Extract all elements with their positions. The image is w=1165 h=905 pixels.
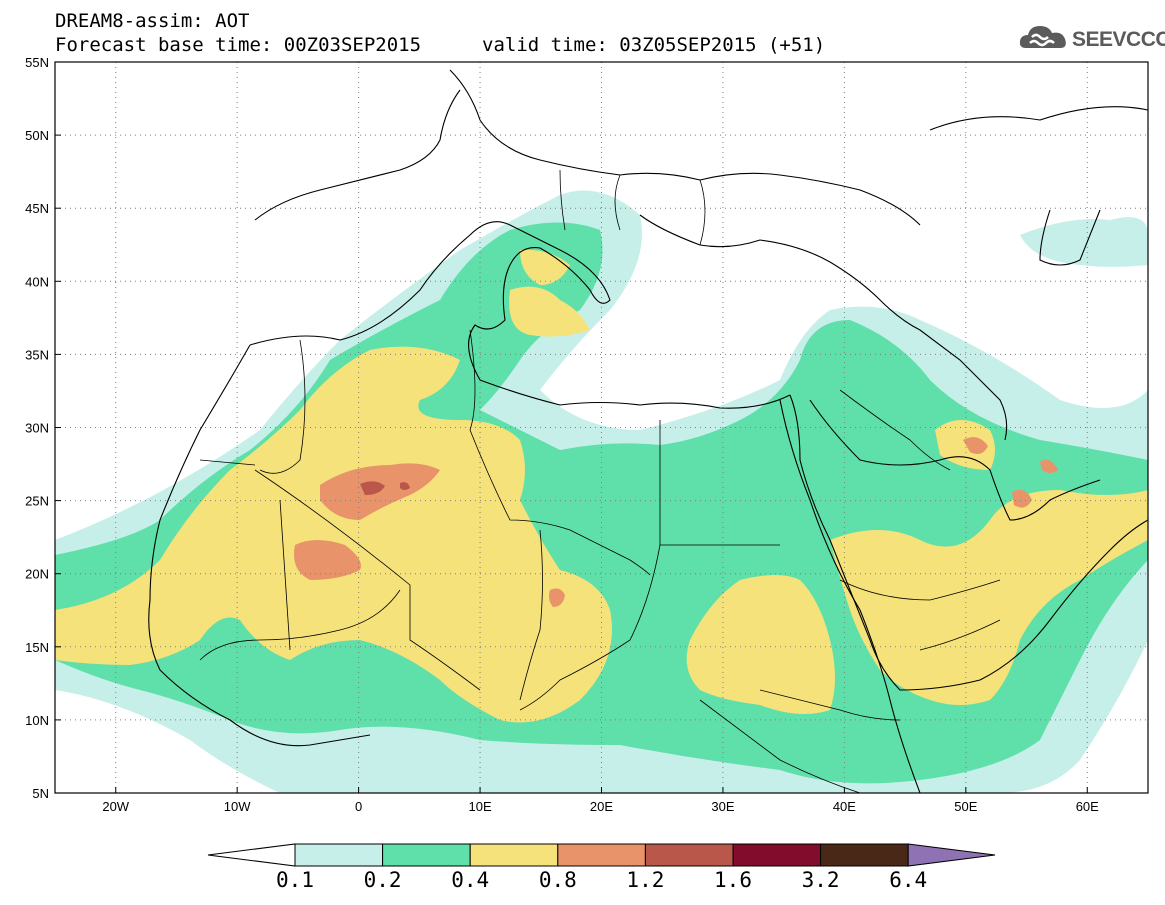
colorbar-swatch	[557, 843, 646, 867]
lat-tick-label: 45N	[25, 201, 49, 216]
seevccc-logo: SEEVCCC	[1018, 22, 1165, 58]
colorbar-threshold-label: 0.8	[538, 868, 577, 892]
aot-band-1.2	[360, 481, 410, 495]
valid-time: valid time: 03Z05SEP2015 (+51)	[482, 34, 826, 56]
lat-tick-label: 20N	[25, 567, 49, 582]
map-title: DREAM8-assim: AOT	[55, 10, 250, 32]
cloud-logo-icon	[1019, 26, 1066, 48]
aot-band-0.4	[55, 249, 1148, 723]
colorbar	[207, 843, 996, 867]
colorbar-swatch	[732, 843, 822, 867]
colorbar-swatch	[644, 843, 734, 867]
forecast-base-time: Forecast base time: 00Z03SEP2015	[55, 34, 422, 56]
lat-tick-label: 15N	[25, 640, 49, 655]
longitude-axis: 20W 10W 0 10E 20E 30E 40E 50E 60E	[102, 787, 1099, 814]
lon-tick-label: 60E	[1076, 799, 1099, 814]
lat-tick-label: 50N	[25, 128, 49, 143]
latitude-axis: 55N 50N 45N 40N 35N 30N 25N 20N 15N 10N 5N	[25, 55, 61, 801]
colorbar-min-arrow	[207, 843, 296, 867]
lat-tick-label: 30N	[25, 421, 49, 436]
lon-tick-label: 30E	[711, 799, 734, 814]
lon-tick-label: 0	[355, 799, 362, 814]
lat-tick-label: 10N	[25, 713, 49, 728]
colorbar-threshold-label: 3.2	[801, 868, 840, 892]
lon-tick-label: 20W	[102, 799, 129, 814]
lat-tick-label: 25N	[25, 494, 49, 509]
colorbar-threshold-label: 0.1	[276, 868, 314, 892]
lon-tick-label: 40E	[833, 799, 856, 814]
lon-tick-label: 10E	[468, 799, 491, 814]
colorbar-swatch	[469, 843, 559, 867]
lat-tick-label: 55N	[25, 55, 49, 70]
logo-text: SEEVCCC	[1072, 28, 1165, 51]
lat-tick-label: 5N	[32, 786, 49, 801]
lat-tick-label: 40N	[25, 274, 49, 289]
colorbar-threshold-label: 0.2	[363, 868, 402, 892]
lon-tick-label: 20E	[590, 799, 613, 814]
political-borders	[199, 169, 1001, 793]
colorbar-threshold-label: 6.4	[889, 868, 928, 892]
colorbar-max-arrow	[907, 843, 996, 867]
colorbar-swatch	[382, 843, 471, 867]
lon-tick-label: 50E	[954, 799, 977, 814]
lat-tick-label: 35N	[25, 347, 49, 362]
colorbar-swatch	[294, 843, 384, 867]
aot-band-0.8	[294, 437, 1058, 607]
colorbar-threshold-label: 1.6	[714, 868, 752, 892]
colorbar-threshold-label: 1.2	[626, 868, 665, 892]
lon-tick-label: 10W	[224, 799, 251, 814]
colorbar-swatch	[820, 843, 909, 867]
colorbar-threshold-label: 0.4	[451, 868, 490, 892]
coastlines	[148, 69, 1148, 793]
